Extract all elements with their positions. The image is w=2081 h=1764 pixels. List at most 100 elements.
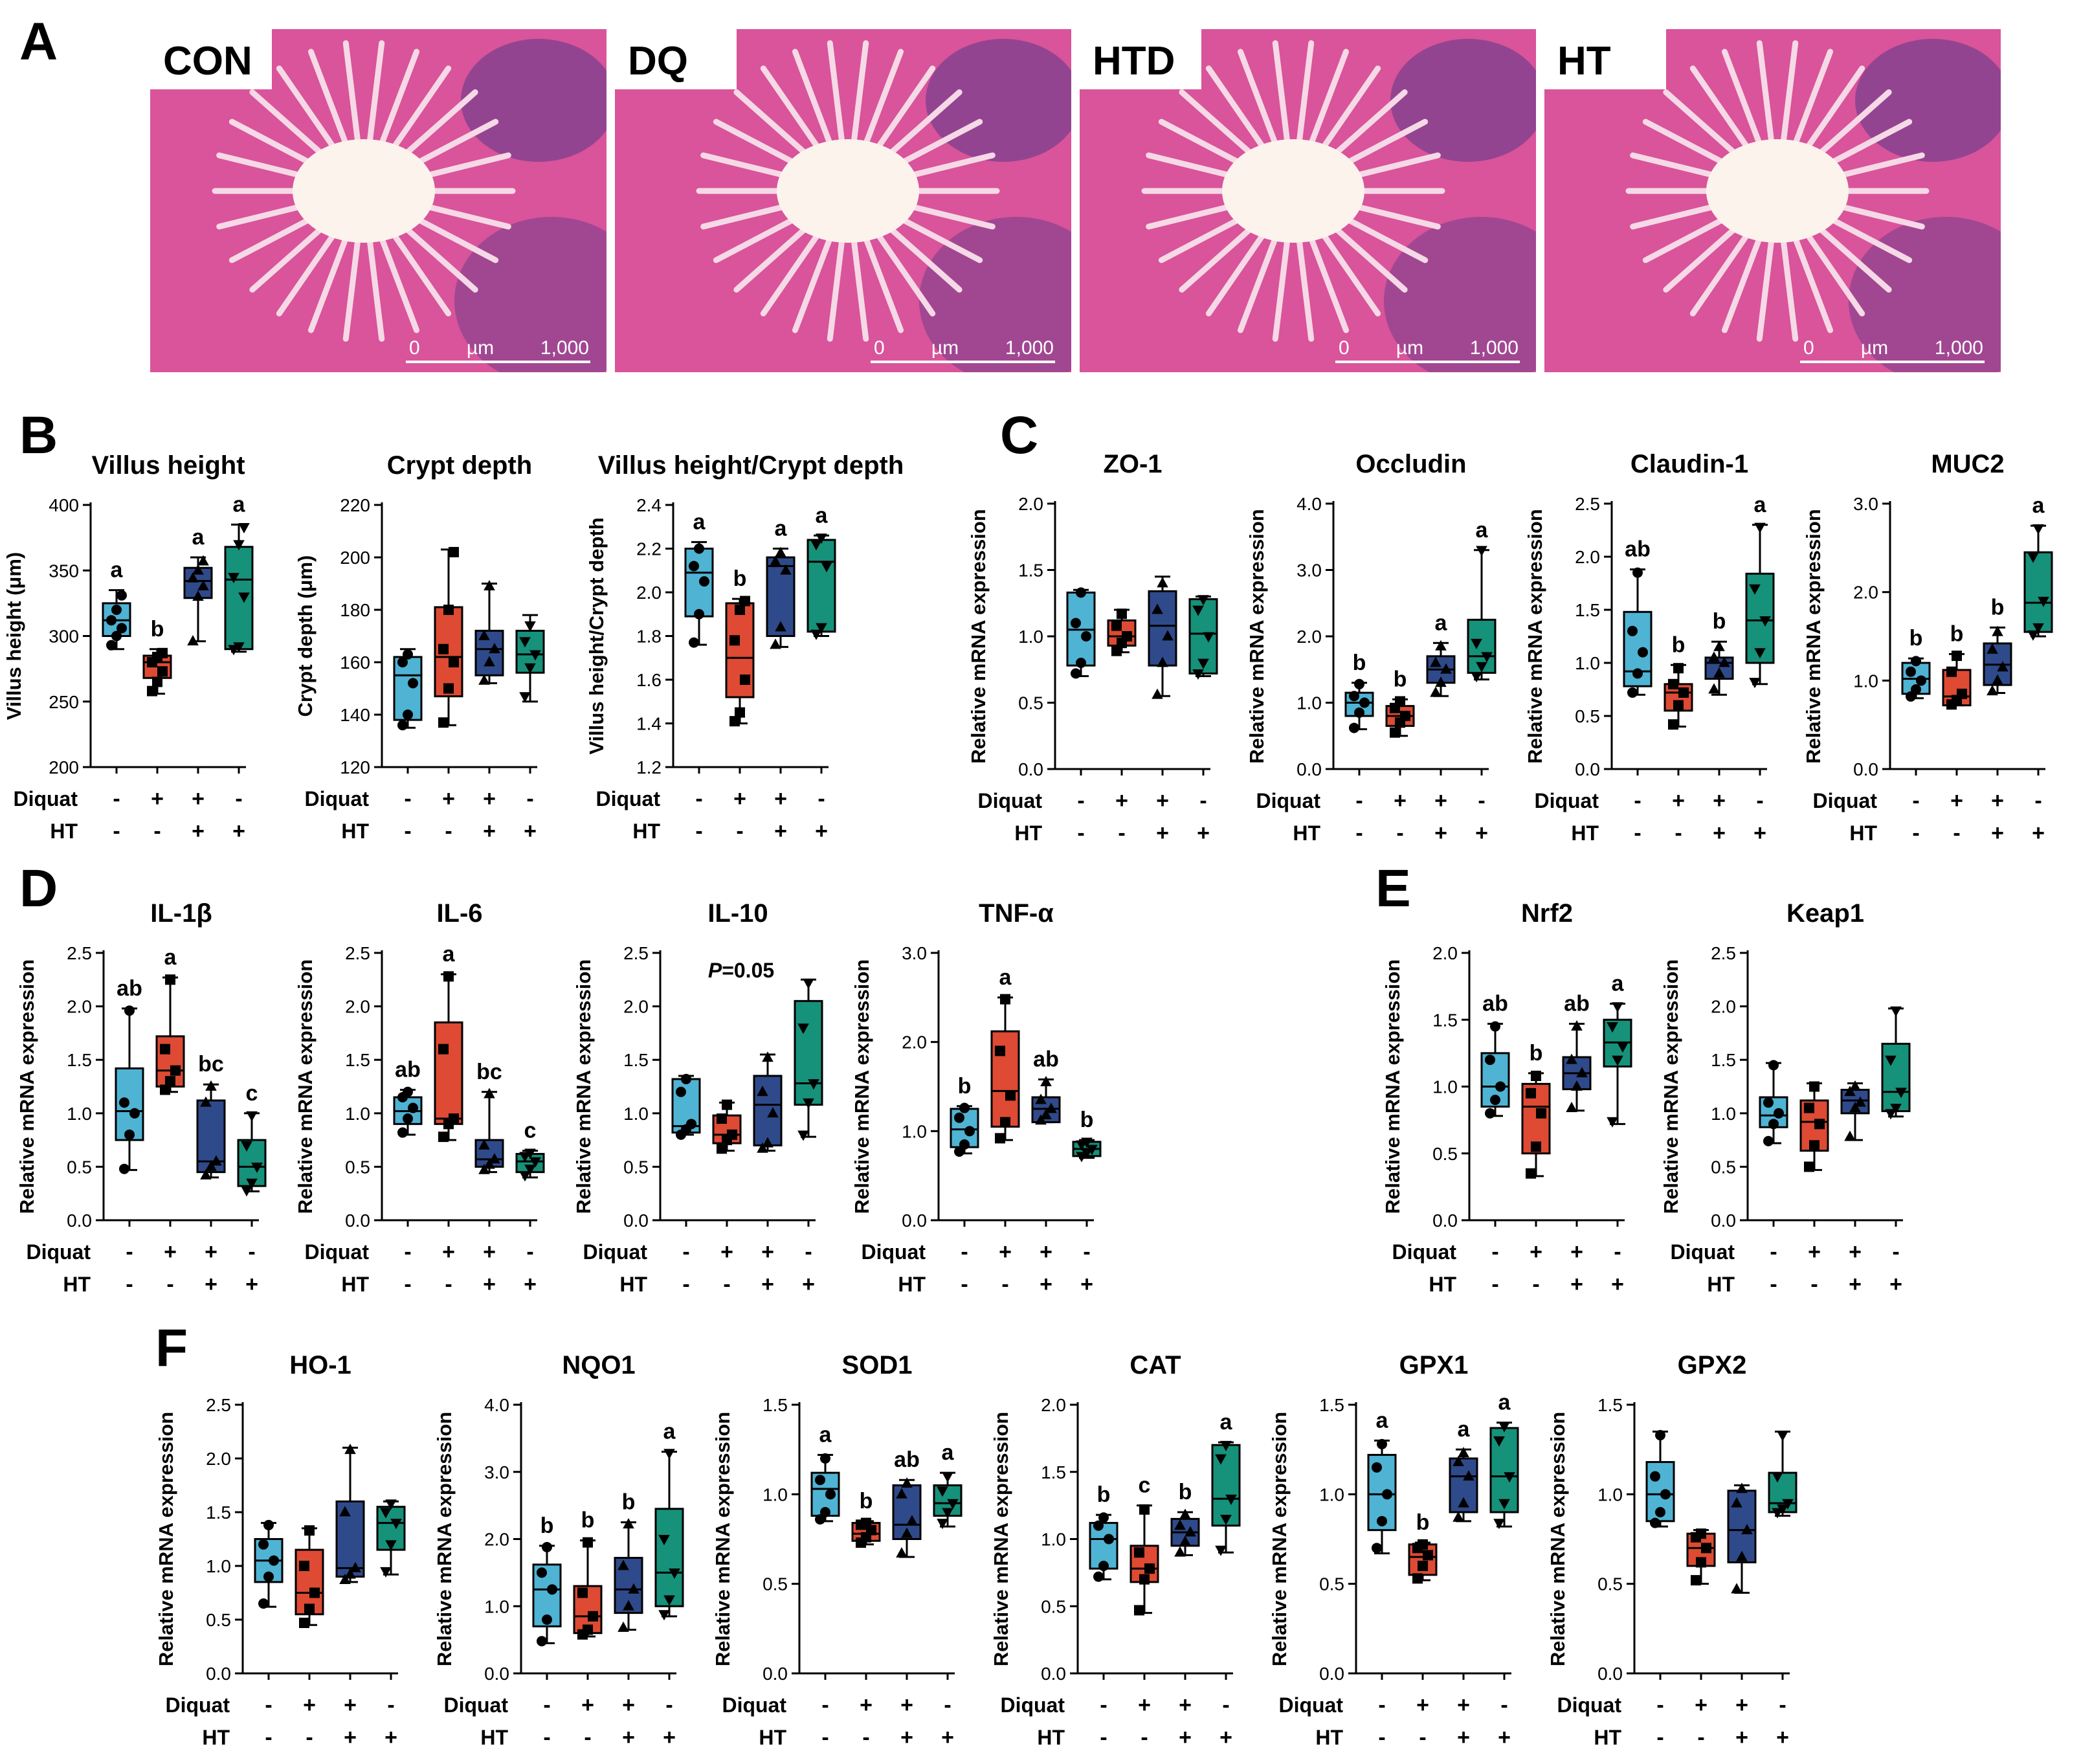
data-point xyxy=(489,1153,500,1164)
chart-title: Claudin-1 xyxy=(1630,450,1748,478)
ht-sign: - xyxy=(1634,821,1641,845)
y-tick-label: 2.5 xyxy=(1711,943,1736,963)
data-point xyxy=(484,1088,495,1099)
diquat-sign: - xyxy=(543,1693,550,1717)
data-point xyxy=(1713,667,1725,678)
y-tick-label: 0.0 xyxy=(206,1664,231,1684)
ht-sign: + xyxy=(900,1725,913,1750)
diquat-sign: + xyxy=(1808,1240,1821,1264)
data-point xyxy=(1349,691,1359,702)
data-point xyxy=(1139,1574,1150,1585)
significance-letter: a xyxy=(443,942,456,966)
significance-letter: c xyxy=(524,1119,537,1143)
row-label-diquat: Diquat xyxy=(1392,1240,1456,1264)
data-point xyxy=(1997,661,2009,672)
diquat-sign: - xyxy=(944,1693,951,1717)
data-point xyxy=(1768,1060,1779,1071)
box-2 xyxy=(1148,590,1177,667)
significance-letter: c xyxy=(246,1081,258,1106)
data-point xyxy=(757,1086,768,1097)
chart-gpx2: GPX2 Relative mRNA expression 0.0 0.5 1.0 1.5… xyxy=(1546,1351,1797,1750)
y-tick-label: 0.5 xyxy=(762,1574,788,1594)
diquat-sign: - xyxy=(1614,1240,1621,1264)
y-tick-label: 0.0 xyxy=(1432,1211,1458,1231)
data-point xyxy=(2032,524,2044,535)
villus-gap xyxy=(342,40,362,150)
significance-letter: b xyxy=(733,566,747,591)
panel-letter-a: A xyxy=(19,12,58,71)
significance-letter: b xyxy=(1416,1510,1430,1535)
scalebar-end: 1,000 xyxy=(1470,337,1519,359)
data-point xyxy=(1395,696,1405,707)
data-point xyxy=(717,1113,727,1124)
data-point xyxy=(1736,1550,1748,1561)
data-point xyxy=(1440,663,1452,674)
villus-gap xyxy=(792,49,835,152)
row-label-ht: HT xyxy=(50,820,78,843)
data-point xyxy=(160,1084,170,1095)
ht-sign: + xyxy=(761,1272,774,1297)
y-tick-label: 200 xyxy=(49,757,79,777)
data-point xyxy=(1220,1514,1232,1525)
villus-gap xyxy=(386,65,452,157)
row-label-diquat: Diquat xyxy=(583,1240,647,1264)
row-label-diquat: Diquat xyxy=(304,787,369,810)
data-point xyxy=(1174,1519,1186,1530)
box-1 xyxy=(295,1548,324,1616)
data-point xyxy=(1349,722,1359,733)
villus-gap xyxy=(1790,230,1834,333)
y-tick-label: 2.0 xyxy=(1853,583,1878,603)
ht-sign: - xyxy=(1419,1725,1426,1750)
ht-sign: - xyxy=(404,819,411,843)
y-tick-label: 1.0 xyxy=(623,1104,649,1124)
data-point xyxy=(403,1113,413,1124)
significance-letter: b xyxy=(1672,632,1686,657)
row-label-ht: HT xyxy=(1315,1726,1343,1749)
significance-letter: ab xyxy=(1625,537,1651,562)
data-point xyxy=(896,1488,907,1499)
villus-gap xyxy=(276,65,341,157)
data-point xyxy=(820,1507,830,1517)
scalebar-unit: µm xyxy=(1396,337,1423,359)
data-point xyxy=(403,709,413,720)
data-point xyxy=(1612,1002,1623,1013)
data-point xyxy=(694,543,704,554)
ht-sign: - xyxy=(1697,1725,1704,1750)
chart-claudin1: Claudin-1 Relative mRNA expression 0.0 0.5 1… xyxy=(1524,450,1775,845)
row-label-ht: HT xyxy=(759,1726,786,1749)
significance-letter: b xyxy=(1991,595,2005,620)
y-axis-label: Villus height (μm) xyxy=(3,552,25,720)
data-point xyxy=(2027,630,2039,641)
diquat-sign: + xyxy=(1570,1240,1583,1264)
scalebar-end: 1,000 xyxy=(1005,337,1054,359)
data-point xyxy=(258,1539,269,1550)
data-point xyxy=(1673,700,1684,711)
villus-gap xyxy=(850,232,869,342)
data-point xyxy=(810,540,822,551)
micrograph-con xyxy=(150,29,606,372)
data-point xyxy=(1081,1148,1093,1159)
data-point xyxy=(1911,684,1921,695)
significance-letter: b xyxy=(1394,667,1407,691)
significance-letter: b xyxy=(1713,609,1726,634)
data-point xyxy=(1782,1499,1794,1510)
ht-sign: + xyxy=(524,1272,537,1297)
y-tick-label: 180 xyxy=(340,600,370,620)
data-point xyxy=(1986,685,1998,696)
y-tick-label: 1.5 xyxy=(1319,1395,1344,1415)
data-point xyxy=(438,1044,449,1055)
data-point xyxy=(1390,727,1400,738)
y-tick-label: 1.0 xyxy=(1296,693,1322,713)
ht-sign: + xyxy=(1040,1272,1052,1297)
data-point xyxy=(1673,663,1684,674)
y-tick-label: 1.0 xyxy=(206,1556,231,1576)
box-3 xyxy=(224,546,254,651)
chart-title: IL-10 xyxy=(707,899,768,928)
data-point xyxy=(117,590,127,601)
ht-sign: + xyxy=(344,1725,357,1750)
row-label-diquat: Diquat xyxy=(13,787,78,810)
y-tick-label: 0.5 xyxy=(1597,1574,1623,1594)
ht-sign: - xyxy=(445,819,452,843)
chart-title: ZO-1 xyxy=(1103,450,1162,478)
data-point xyxy=(438,643,449,654)
